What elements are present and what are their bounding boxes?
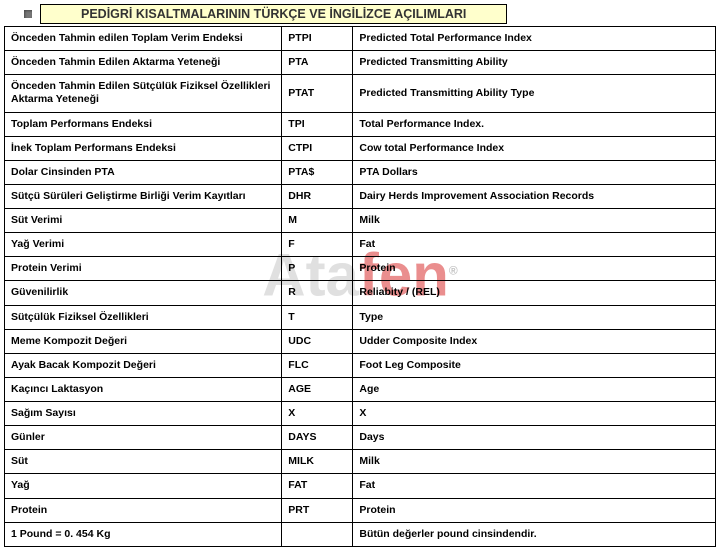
cell-english: X <box>353 402 716 426</box>
table-row: Kaçıncı LaktasyonAGEAge <box>5 377 716 401</box>
cell-abbr: FLC <box>282 353 353 377</box>
cell-english: PTA Dollars <box>353 160 716 184</box>
table-row: Sütçülük Fiziksel ÖzellikleriTType <box>5 305 716 329</box>
cell-turkish: Yağ <box>5 474 282 498</box>
cell-turkish: Güvenilirlik <box>5 281 282 305</box>
cell-abbr: UDC <box>282 329 353 353</box>
cell-english: Type <box>353 305 716 329</box>
cell-english: Protein <box>353 498 716 522</box>
cell-english: Milk <box>353 450 716 474</box>
cell-english: Days <box>353 426 716 450</box>
table-row: Toplam Performans EndeksiTPITotal Perfor… <box>5 112 716 136</box>
cell-abbr: PTAT <box>282 75 353 112</box>
table-row: Ayak Bacak Kompozit DeğeriFLCFoot Leg Co… <box>5 353 716 377</box>
cell-turkish: Toplam Performans Endeksi <box>5 112 282 136</box>
cell-turkish: Sağım Sayısı <box>5 402 282 426</box>
cell-english: Protein <box>353 257 716 281</box>
cell-english: Foot Leg Composite <box>353 353 716 377</box>
cell-abbr: T <box>282 305 353 329</box>
cell-turkish: Yağ Verimi <box>5 233 282 257</box>
cell-turkish: Protein <box>5 498 282 522</box>
cell-english: Reliabity / (REL) <box>353 281 716 305</box>
cell-turkish: Süt Verimi <box>5 209 282 233</box>
cell-english: Cow total Performance Index <box>353 136 716 160</box>
cell-turkish: Sütçülük Fiziksel Özellikleri <box>5 305 282 329</box>
cell-turkish: İnek Toplam Performans Endeksi <box>5 136 282 160</box>
cell-english: Predicted Transmitting Ability Type <box>353 75 716 112</box>
table-row: 1 Pound = 0. 454 Kg Bütün değerler pound … <box>5 522 716 546</box>
table-row: GünlerDAYSDays <box>5 426 716 450</box>
table-row: Sağım SayısıXX <box>5 402 716 426</box>
cell-abbr: MILK <box>282 450 353 474</box>
cell-english: Total Performance Index. <box>353 112 716 136</box>
cell-english: Bütün değerler pound cinsindendir. <box>353 522 716 546</box>
cell-turkish: Önceden Tahmin edilen Toplam Verim Endek… <box>5 27 282 51</box>
cell-abbr: PRT <box>282 498 353 522</box>
table-row: Protein VerimiPProtein <box>5 257 716 281</box>
cell-abbr: CTPI <box>282 136 353 160</box>
cell-abbr: X <box>282 402 353 426</box>
table-row: GüvenilirlikRReliabity / (REL) <box>5 281 716 305</box>
table-row: Dolar Cinsinden PTAPTA$PTA Dollars <box>5 160 716 184</box>
cell-english: Dairy Herds Improvement Association Reco… <box>353 184 716 208</box>
cell-abbr: R <box>282 281 353 305</box>
table-row: Süt VerimiMMilk <box>5 209 716 233</box>
page-title: PEDİGRİ KISALTMALARININ TÜRKÇE VE İNGİLİ… <box>40 4 507 24</box>
cell-abbr: PTA <box>282 51 353 75</box>
table-row: Önceden Tahmin Edilen Aktarma YeteneğiPT… <box>5 51 716 75</box>
cell-english: Predicted Total Performance Index <box>353 27 716 51</box>
cell-english: Predicted Transmitting Ability <box>353 51 716 75</box>
cell-abbr: FAT <box>282 474 353 498</box>
cell-english: Fat <box>353 474 716 498</box>
bullet-icon <box>24 10 32 18</box>
cell-turkish: 1 Pound = 0. 454 Kg <box>5 522 282 546</box>
cell-abbr: AGE <box>282 377 353 401</box>
cell-abbr: P <box>282 257 353 281</box>
cell-abbr: DAYS <box>282 426 353 450</box>
cell-english: Fat <box>353 233 716 257</box>
cell-turkish: Süt <box>5 450 282 474</box>
cell-turkish: Dolar Cinsinden PTA <box>5 160 282 184</box>
table-row: YağFATFat <box>5 474 716 498</box>
cell-abbr: DHR <box>282 184 353 208</box>
title-row: PEDİGRİ KISALTMALARININ TÜRKÇE VE İNGİLİ… <box>4 4 716 24</box>
table-row: ProteinPRTProtein <box>5 498 716 522</box>
table-row: Sütçü Sürüleri Geliştirme Birliği Verim … <box>5 184 716 208</box>
cell-abbr: PTPI <box>282 27 353 51</box>
table-row: Yağ VerimiFFat <box>5 233 716 257</box>
cell-abbr: F <box>282 233 353 257</box>
table-row: SütMILKMilk <box>5 450 716 474</box>
cell-turkish: Ayak Bacak Kompozit Değeri <box>5 353 282 377</box>
cell-abbr: TPI <box>282 112 353 136</box>
abbreviations-table: Önceden Tahmin edilen Toplam Verim Endek… <box>4 26 716 547</box>
cell-turkish: Protein Verimi <box>5 257 282 281</box>
table-row: Meme Kompozit DeğeriUDCUdder Composite I… <box>5 329 716 353</box>
cell-turkish: Kaçıncı Laktasyon <box>5 377 282 401</box>
cell-english: Udder Composite Index <box>353 329 716 353</box>
cell-english: Milk <box>353 209 716 233</box>
cell-turkish: Sütçü Sürüleri Geliştirme Birliği Verim … <box>5 184 282 208</box>
cell-abbr <box>282 522 353 546</box>
cell-turkish: Önceden Tahmin Edilen Aktarma Yeteneği <box>5 51 282 75</box>
cell-english: Age <box>353 377 716 401</box>
cell-turkish: Önceden Tahmin Edilen Sütçülük Fiziksel … <box>5 75 282 112</box>
cell-abbr: PTA$ <box>282 160 353 184</box>
table-row: İnek Toplam Performans EndeksiCTPICow to… <box>5 136 716 160</box>
cell-turkish: Günler <box>5 426 282 450</box>
cell-abbr: M <box>282 209 353 233</box>
table-row: Önceden Tahmin Edilen Sütçülük Fiziksel … <box>5 75 716 112</box>
cell-turkish: Meme Kompozit Değeri <box>5 329 282 353</box>
table-row: Önceden Tahmin edilen Toplam Verim Endek… <box>5 27 716 51</box>
